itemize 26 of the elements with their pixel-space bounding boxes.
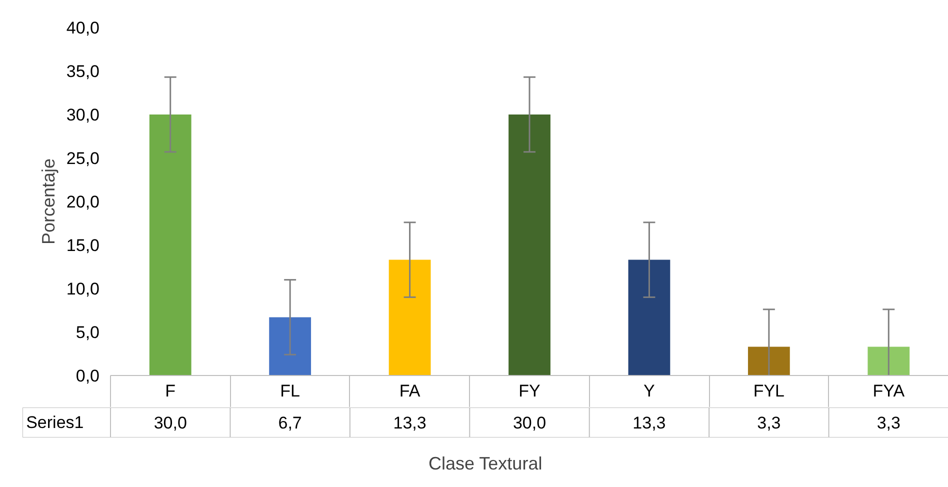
data-label: 30,0	[154, 414, 187, 432]
x-axis-title: Clase Textural	[428, 454, 542, 474]
y-tick-label: 40,0	[66, 18, 100, 38]
x-tick-label: FY	[518, 382, 540, 400]
x-tick-label: FL	[280, 382, 300, 400]
data-label: 13,3	[393, 414, 426, 432]
x-tick-label: Y	[644, 382, 655, 400]
y-tick-label: 15,0	[66, 236, 100, 255]
y-tick-label: 25,0	[66, 149, 100, 168]
y-tick-label: 30,0	[66, 106, 100, 124]
x-tick-label: FYL	[753, 382, 785, 400]
y-tick-label: 5,0	[76, 323, 100, 342]
data-label: 3,3	[757, 414, 781, 432]
data-label: 30,0	[512, 414, 546, 432]
data-label: 6,7	[278, 414, 302, 432]
y-tick-label: 10,0	[66, 280, 100, 298]
data-label: 13,3	[632, 414, 666, 432]
y-axis-title: Porcentaje	[38, 158, 58, 245]
y-tick-label: 35,0	[66, 62, 100, 81]
data-label: 3,3	[876, 414, 900, 432]
y-tick-label: 0,0	[76, 366, 100, 386]
x-tick-label: FA	[399, 382, 421, 400]
x-tick-label: F	[165, 382, 176, 400]
y-tick-label: 20,0	[66, 192, 100, 212]
x-tick-label: FYA	[872, 382, 906, 400]
text: Series1	[26, 413, 84, 432]
